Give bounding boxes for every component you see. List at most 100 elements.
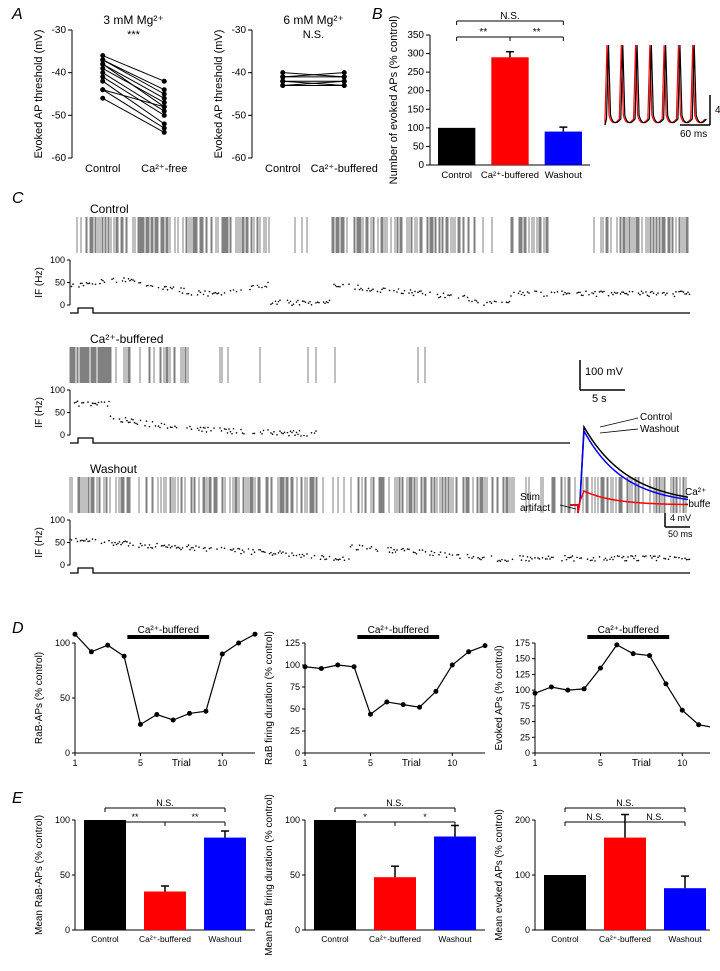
svg-text:-30: -30 [52, 25, 67, 36]
panel-a-left-chart: 3 mM Mg²⁺-60-50-40-30Evoked AP threshold… [30, 12, 200, 182]
svg-text:Stim: Stim [520, 492, 540, 503]
svg-text:10: 10 [447, 758, 457, 768]
panel-d-charts: 0 50 100 RaB-APs (% control) 1 5 10 Trial Ca²⁺-b… [30, 625, 710, 785]
svg-text:200: 200 [515, 815, 530, 825]
svg-text:-60: -60 [52, 153, 67, 164]
svg-text:-50: -50 [232, 110, 247, 121]
svg-text:0: 0 [65, 748, 70, 758]
svg-text:Ca²⁺-buffered: Ca²⁺-buffered [599, 934, 651, 944]
panel-e-charts: 0 50 100 Mean RaB-APs (% control) Control Ca²… [30, 795, 710, 965]
svg-text:-50: -50 [52, 110, 67, 121]
svg-text:N.S.: N.S. [303, 29, 324, 41]
svg-text:Control: Control [441, 170, 472, 181]
svg-text:Evoked AP threshold (mV): Evoked AP threshold (mV) [33, 30, 45, 159]
svg-text:75: 75 [290, 682, 300, 692]
svg-text:50: 50 [60, 870, 70, 880]
svg-text:Washout: Washout [545, 170, 582, 181]
panel-e-label: E [12, 790, 23, 808]
svg-text:Trial: Trial [172, 758, 191, 769]
svg-text:40 mV: 40 mV [715, 105, 720, 116]
svg-text:0: 0 [60, 560, 65, 570]
svg-text:Mean evoked APs (% control): Mean evoked APs (% control) [494, 809, 505, 941]
svg-text:50: 50 [290, 704, 300, 714]
svg-text:100: 100 [55, 815, 70, 825]
svg-text:Control: Control [265, 163, 300, 175]
svg-text:N.S.: N.S. [156, 798, 174, 808]
chart-title: 6 mM Mg²⁺ [283, 13, 343, 27]
svg-text:-30: -30 [232, 25, 247, 36]
svg-text:50: 50 [55, 408, 65, 418]
svg-text:0: 0 [295, 925, 300, 935]
panel-b-chart: 050100150200250300350Number of evoked AP… [385, 5, 720, 190]
svg-text:***: *** [127, 29, 141, 41]
svg-text:100: 100 [515, 685, 530, 695]
svg-text:RaB-APs (% control): RaB-APs (% control) [34, 652, 45, 744]
svg-text:1: 1 [532, 758, 537, 768]
panel-d-label: D [12, 620, 24, 638]
svg-text:-60: -60 [232, 153, 247, 164]
svg-text:*: * [363, 812, 367, 822]
svg-text:Control: Control [321, 934, 349, 944]
chart-title: 3 mM Mg²⁺ [103, 13, 163, 27]
svg-text:Trial: Trial [402, 758, 421, 769]
svg-text:10: 10 [677, 758, 687, 768]
svg-text:175: 175 [515, 638, 530, 648]
svg-text:Washout: Washout [208, 934, 242, 944]
svg-text:100: 100 [55, 638, 70, 648]
svg-text:75: 75 [520, 701, 530, 711]
svg-text:N.S.: N.S. [646, 812, 664, 822]
svg-text:Ca²⁺-buffered: Ca²⁺-buffered [139, 934, 191, 944]
svg-text:200: 200 [407, 86, 424, 97]
svg-text:150: 150 [407, 104, 424, 115]
svg-text:N.S.: N.S. [500, 11, 519, 22]
svg-text:Ca²⁺-buffered: Ca²⁺-buffered [598, 625, 659, 636]
svg-text:25: 25 [520, 732, 530, 742]
svg-text:-buffered: -buffered [685, 499, 710, 510]
svg-text:Ca²⁺-buffered: Ca²⁺-buffered [138, 625, 199, 636]
svg-text:IF (Hz): IF (Hz) [34, 397, 45, 428]
panel-c-label: C [12, 190, 24, 208]
svg-text:Mean RaB-APs (% control): Mean RaB-APs (% control) [34, 815, 45, 935]
svg-text:Mean RaB firing duration (% co: Mean RaB firing duration (% control) [264, 795, 275, 956]
svg-text:Ca²⁺-buffered: Ca²⁺-buffered [368, 625, 429, 636]
panel-c-traces: Control 0 50 100 IF (Hz) Ca²⁺-buffered 0 50 100 I… [30, 200, 710, 615]
svg-text:5: 5 [598, 758, 603, 768]
svg-text:Number of evoked APs (% contro: Number of evoked APs (% control) [388, 16, 400, 185]
svg-text:5 s: 5 s [592, 393, 607, 405]
svg-text:**: ** [533, 27, 541, 38]
svg-text:100: 100 [285, 660, 300, 670]
svg-text:Control: Control [85, 163, 120, 175]
svg-text:Ca²⁺-buffered: Ca²⁺-buffered [90, 332, 163, 346]
svg-text:Ca²⁺: Ca²⁺ [685, 487, 706, 498]
svg-text:10: 10 [217, 758, 227, 768]
svg-text:Trial: Trial [632, 758, 651, 769]
svg-text:Ca²⁺-buffered: Ca²⁺-buffered [369, 934, 421, 944]
svg-text:100: 100 [407, 123, 424, 134]
svg-text:25: 25 [290, 726, 300, 736]
svg-text:IF (Hz): IF (Hz) [34, 527, 45, 558]
svg-text:50: 50 [55, 278, 65, 288]
svg-text:100: 100 [50, 255, 65, 265]
svg-text:100 mV: 100 mV [585, 366, 624, 378]
svg-text:Control: Control [91, 934, 119, 944]
svg-text:IF (Hz): IF (Hz) [34, 267, 45, 298]
svg-text:100: 100 [285, 815, 300, 825]
svg-text:*: * [423, 812, 427, 822]
svg-text:**: ** [131, 812, 139, 822]
svg-text:Ca²⁺-buffered: Ca²⁺-buffered [311, 163, 378, 175]
svg-text:100: 100 [515, 870, 530, 880]
svg-text:0: 0 [60, 300, 65, 310]
svg-text:100: 100 [50, 385, 65, 395]
svg-text:50: 50 [290, 870, 300, 880]
svg-text:Washout: Washout [438, 934, 472, 944]
svg-text:50 ms: 50 ms [668, 529, 693, 539]
svg-text:artifact: artifact [520, 503, 550, 514]
svg-text:Washout: Washout [90, 462, 138, 476]
svg-text:Evoked APs (% control): Evoked APs (% control) [494, 645, 505, 750]
svg-text:-40: -40 [232, 68, 247, 79]
svg-text:50: 50 [55, 538, 65, 548]
svg-text:Control: Control [90, 202, 129, 216]
svg-text:50: 50 [413, 141, 425, 152]
svg-text:50: 50 [520, 717, 530, 727]
svg-text:RaB firing duration (% control: RaB firing duration (% control) [264, 631, 275, 765]
